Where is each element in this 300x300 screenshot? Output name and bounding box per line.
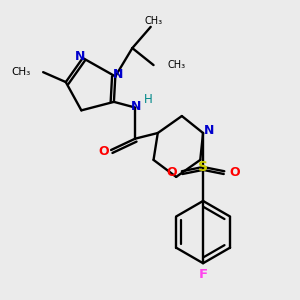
Text: N: N: [203, 124, 214, 137]
Text: O: O: [167, 166, 177, 179]
Text: N: N: [113, 68, 123, 82]
Text: CH₃: CH₃: [11, 67, 30, 77]
Text: CH₃: CH₃: [145, 16, 163, 26]
Text: CH₃: CH₃: [168, 60, 186, 70]
Text: N: N: [75, 50, 85, 63]
Text: H: H: [143, 92, 152, 106]
Text: O: O: [229, 166, 239, 179]
Text: O: O: [99, 145, 109, 158]
Text: S: S: [198, 160, 208, 174]
Text: F: F: [199, 268, 208, 281]
Text: N: N: [131, 100, 142, 112]
